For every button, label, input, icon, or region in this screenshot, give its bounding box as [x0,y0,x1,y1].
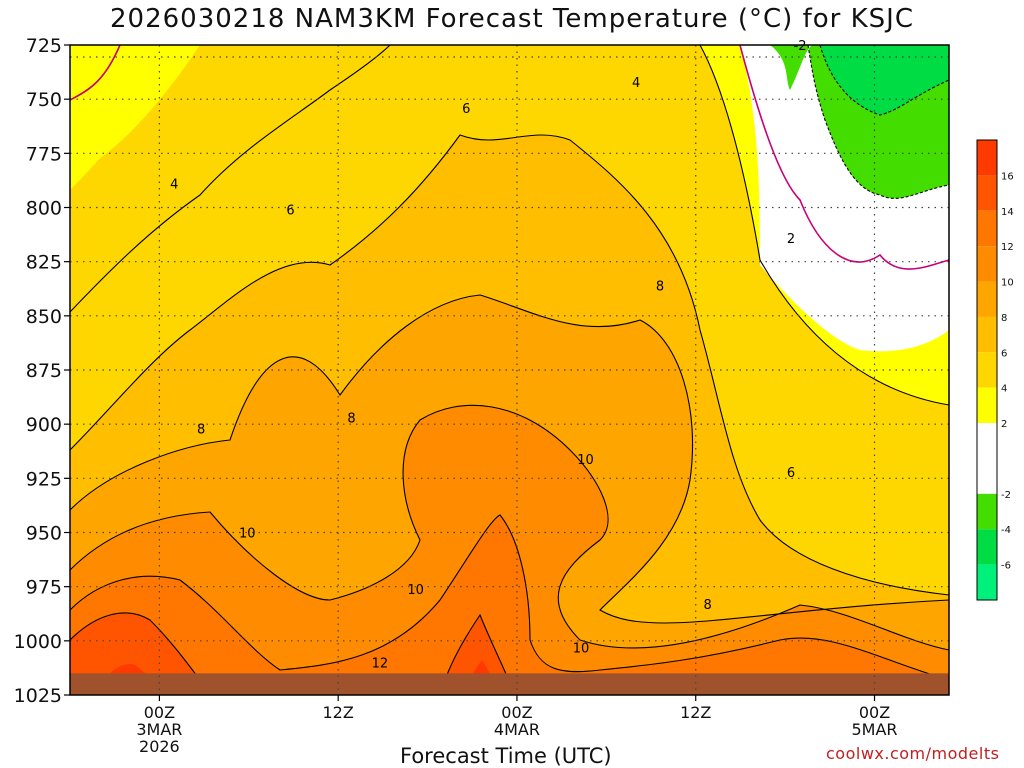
contour-10 [70,404,949,651]
contour-neg2-right [807,45,949,199]
contour-label: -2 [794,39,807,54]
source-credit: coolwx.com/modelts [826,744,1000,763]
contour-label: 8 [656,280,664,295]
colorbar-label: 12 [1001,242,1014,253]
colorbar-frame [976,139,998,601]
contour-4-left [70,45,391,313]
zero-line-left [70,45,121,101]
contour-label: 10 [407,583,424,598]
y-tick-label: 850 [26,306,62,328]
colorbar-band [977,493,997,530]
y-tick-label: 750 [26,89,62,111]
band-green-2 [820,45,949,115]
x-tick-label: 00Z [144,703,175,722]
y-tick-label: 725 [26,35,62,57]
x-tick-label: 4MAR [494,720,540,739]
contour-14 [70,612,201,681]
grid-lines [70,45,949,695]
colorbar-label: 14 [1001,207,1014,218]
y-tick-label: 950 [26,523,62,545]
colorbar-band [977,140,997,176]
y-tick-label: 975 [26,577,62,599]
y-tick-label: 925 [26,468,62,490]
x-tick-label: 12Z [680,703,711,722]
colorbar-label: -4 [1001,525,1011,536]
x-tick-label: 00Z [859,703,890,722]
colorbar-label: -2 [1001,490,1011,501]
contour-label: 8 [347,412,355,427]
colorbar-band [977,352,997,388]
x-tick-label: 5MAR [851,720,897,739]
colorbar-band [977,423,997,494]
chart-title: 2026030218 NAM3KM Forecast Temperature (… [110,4,914,34]
colorbar-band [977,316,997,353]
contour-label: 10 [239,527,256,542]
colorbar-label: 10 [1001,278,1014,289]
y-axis: 725 750 775 800 825 850 875 900 925 950 975 1000 102… [14,35,70,707]
colorbar-label: 4 [1001,384,1007,395]
contour-label: 6 [286,204,294,219]
x-tick-label: 2026 [139,737,180,756]
y-tick-label: 900 [26,414,62,436]
colorbar-label: 6 [1001,348,1007,359]
colorbar-band [977,281,997,317]
colorbar-band [977,529,997,565]
y-tick-label: 825 [26,252,62,274]
y-tick-label: 1000 [14,631,62,653]
colorbar-band [977,246,997,282]
contour-2-right [699,45,949,406]
surface-band [70,673,949,695]
colorbar-label: -6 [1001,561,1011,572]
colorbar: 16 14 12 10 8 6 4 2 -2 -4 -6 [976,139,1014,601]
zero-degree-lines [70,45,949,270]
filled-temperature-field [70,45,949,695]
x-axis-label: Forecast Time (UTC) [400,744,612,768]
contour-14-center [439,613,516,695]
colorbar-band [977,564,997,600]
contour-neg4-right [819,45,949,116]
colorbar-band [977,210,997,247]
contour-label: 12 [372,657,389,672]
y-tick-label: 800 [26,198,62,220]
colorbar-band [977,387,997,424]
colorbar-label: 2 [1001,419,1007,430]
contour-label: 4 [170,178,178,193]
contour-12 [70,514,949,681]
contour-label: 10 [573,641,590,656]
contour-label: 8 [197,423,205,438]
contour-label: 8 [704,598,712,613]
band-12-14 [70,515,949,695]
contour-label: 6 [462,102,470,117]
contour-labels: 4 6 6 4 -2 2 8 8 8 10 6 10 10 8 10 12 [170,39,806,672]
contour-label: 6 [787,466,795,481]
y-tick-label: 875 [26,360,62,382]
colorbar-label: 8 [1001,313,1007,324]
contour-8 [70,294,949,624]
contour-label: 4 [632,76,640,91]
colorbar-label: 16 [1001,171,1014,182]
zero-line-right [739,45,949,270]
x-tick-label: 12Z [323,703,354,722]
colorbar-band [977,175,997,211]
contour-label: 10 [577,453,594,468]
x-tick-label: 3MAR [136,720,182,739]
y-tick-label: 775 [26,143,62,165]
contour-lines [70,45,949,695]
contour-label: 2 [787,232,795,247]
x-tick-label: 00Z [501,703,532,722]
y-tick-label: 1025 [14,685,62,707]
